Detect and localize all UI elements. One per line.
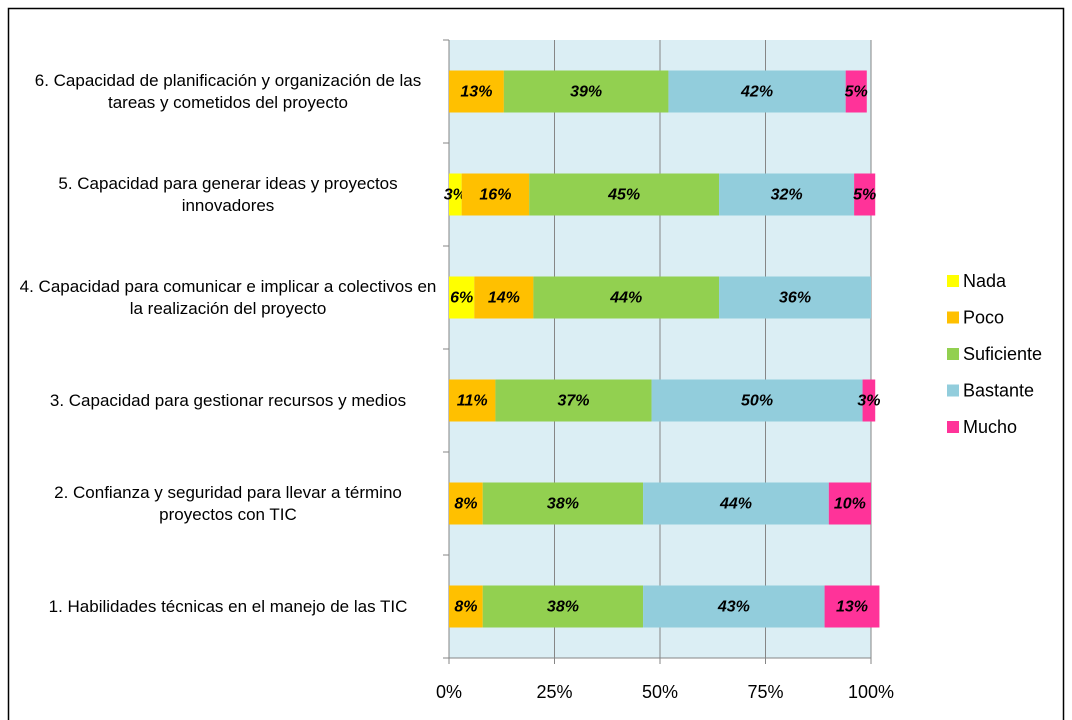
x-tick-label: 0%: [436, 682, 462, 702]
category-label-text: 1. Habilidades técnicas en el manejo de …: [48, 596, 408, 616]
bar-segment: [854, 173, 876, 216]
legend-swatch: [947, 275, 959, 287]
category-label: 1. Habilidades técnicas en el manejo de …: [48, 596, 408, 616]
data-label: 3%: [444, 187, 467, 204]
legend-label: Nada: [963, 271, 1007, 291]
x-tick-label: 50%: [642, 682, 678, 702]
data-label: 39%: [570, 84, 602, 101]
category-label-text: 4. Capacidad para comunicar e implicar a…: [19, 276, 437, 318]
data-label: 5%: [845, 84, 868, 101]
category-label: 4. Capacidad para comunicar e implicar a…: [19, 276, 437, 318]
data-label: 8%: [454, 599, 477, 616]
bar-segment: [503, 70, 669, 113]
data-label: 42%: [740, 84, 773, 101]
bar-segment: [651, 379, 863, 422]
bar-segment: [668, 70, 846, 113]
x-tick-label: 100%: [848, 682, 894, 702]
bar-segment: [449, 585, 483, 628]
category-label-text: 5. Capacidad para generar ideas y proyec…: [58, 173, 398, 215]
legend-label: Suficiente: [963, 344, 1042, 364]
data-label: 44%: [719, 496, 752, 513]
legend-swatch: [947, 348, 959, 360]
bar-segment: [845, 70, 867, 113]
bar-segment: [449, 482, 483, 525]
bar-segment: [529, 173, 720, 216]
category-label-text: 2. Confianza y seguridad para llevar a t…: [54, 482, 402, 524]
bar-segment: [461, 173, 530, 216]
category-label-text: 6. Capacidad de planificación y organiza…: [34, 70, 422, 112]
category-label: 3. Capacidad para gestionar recursos y m…: [49, 390, 407, 410]
bar-segment: [828, 482, 871, 525]
data-label: 11%: [457, 393, 488, 410]
data-label: 6%: [450, 290, 473, 307]
bar-segment: [719, 173, 855, 216]
data-label: 50%: [741, 393, 773, 410]
data-label: 32%: [771, 187, 803, 204]
legend-label: Bastante: [963, 380, 1034, 400]
data-label: 36%: [779, 290, 811, 307]
bar-segment: [643, 585, 825, 628]
category-label: 6. Capacidad de planificación y organiza…: [34, 70, 422, 112]
bar-segment: [862, 379, 876, 422]
bar-segment: [449, 70, 504, 113]
x-tick-label: 25%: [536, 682, 572, 702]
legend-swatch: [947, 384, 959, 397]
data-label: 43%: [717, 599, 750, 616]
data-label: 14%: [488, 290, 520, 307]
category-label: 2. Confianza y seguridad para llevar a t…: [54, 482, 402, 524]
category-label-text: 3. Capacidad para gestionar recursos y m…: [49, 390, 407, 410]
legend-label: Poco: [963, 307, 1004, 327]
data-label: 3%: [857, 393, 880, 410]
data-label: 37%: [557, 393, 589, 410]
data-label: 13%: [836, 599, 868, 616]
bar-segment: [719, 276, 871, 319]
data-label: 8%: [454, 496, 477, 513]
data-label: 38%: [547, 496, 579, 513]
bar-segment: [449, 173, 462, 216]
category-label: 5. Capacidad para generar ideas y proyec…: [58, 173, 398, 215]
bar-segment: [495, 379, 652, 422]
bar-segment: [482, 482, 644, 525]
legend-label: Mucho: [963, 417, 1017, 437]
data-label: 16%: [479, 187, 511, 204]
legend-swatch: [947, 421, 959, 433]
data-label: 13%: [460, 84, 492, 101]
bar-segment: [482, 585, 644, 628]
data-label: 10%: [834, 496, 866, 513]
bar-segment: [449, 379, 496, 422]
bar-segment: [533, 276, 720, 319]
data-label: 44%: [609, 290, 642, 307]
bar-segment: [449, 276, 475, 319]
data-label: 38%: [547, 599, 579, 616]
data-label: 45%: [607, 187, 640, 204]
data-label: 5%: [853, 187, 876, 204]
x-tick-label: 75%: [747, 682, 783, 702]
bar-segment: [824, 585, 880, 628]
legend-swatch: [947, 311, 959, 324]
bar-segment: [474, 276, 534, 319]
bar-segment: [643, 482, 829, 525]
